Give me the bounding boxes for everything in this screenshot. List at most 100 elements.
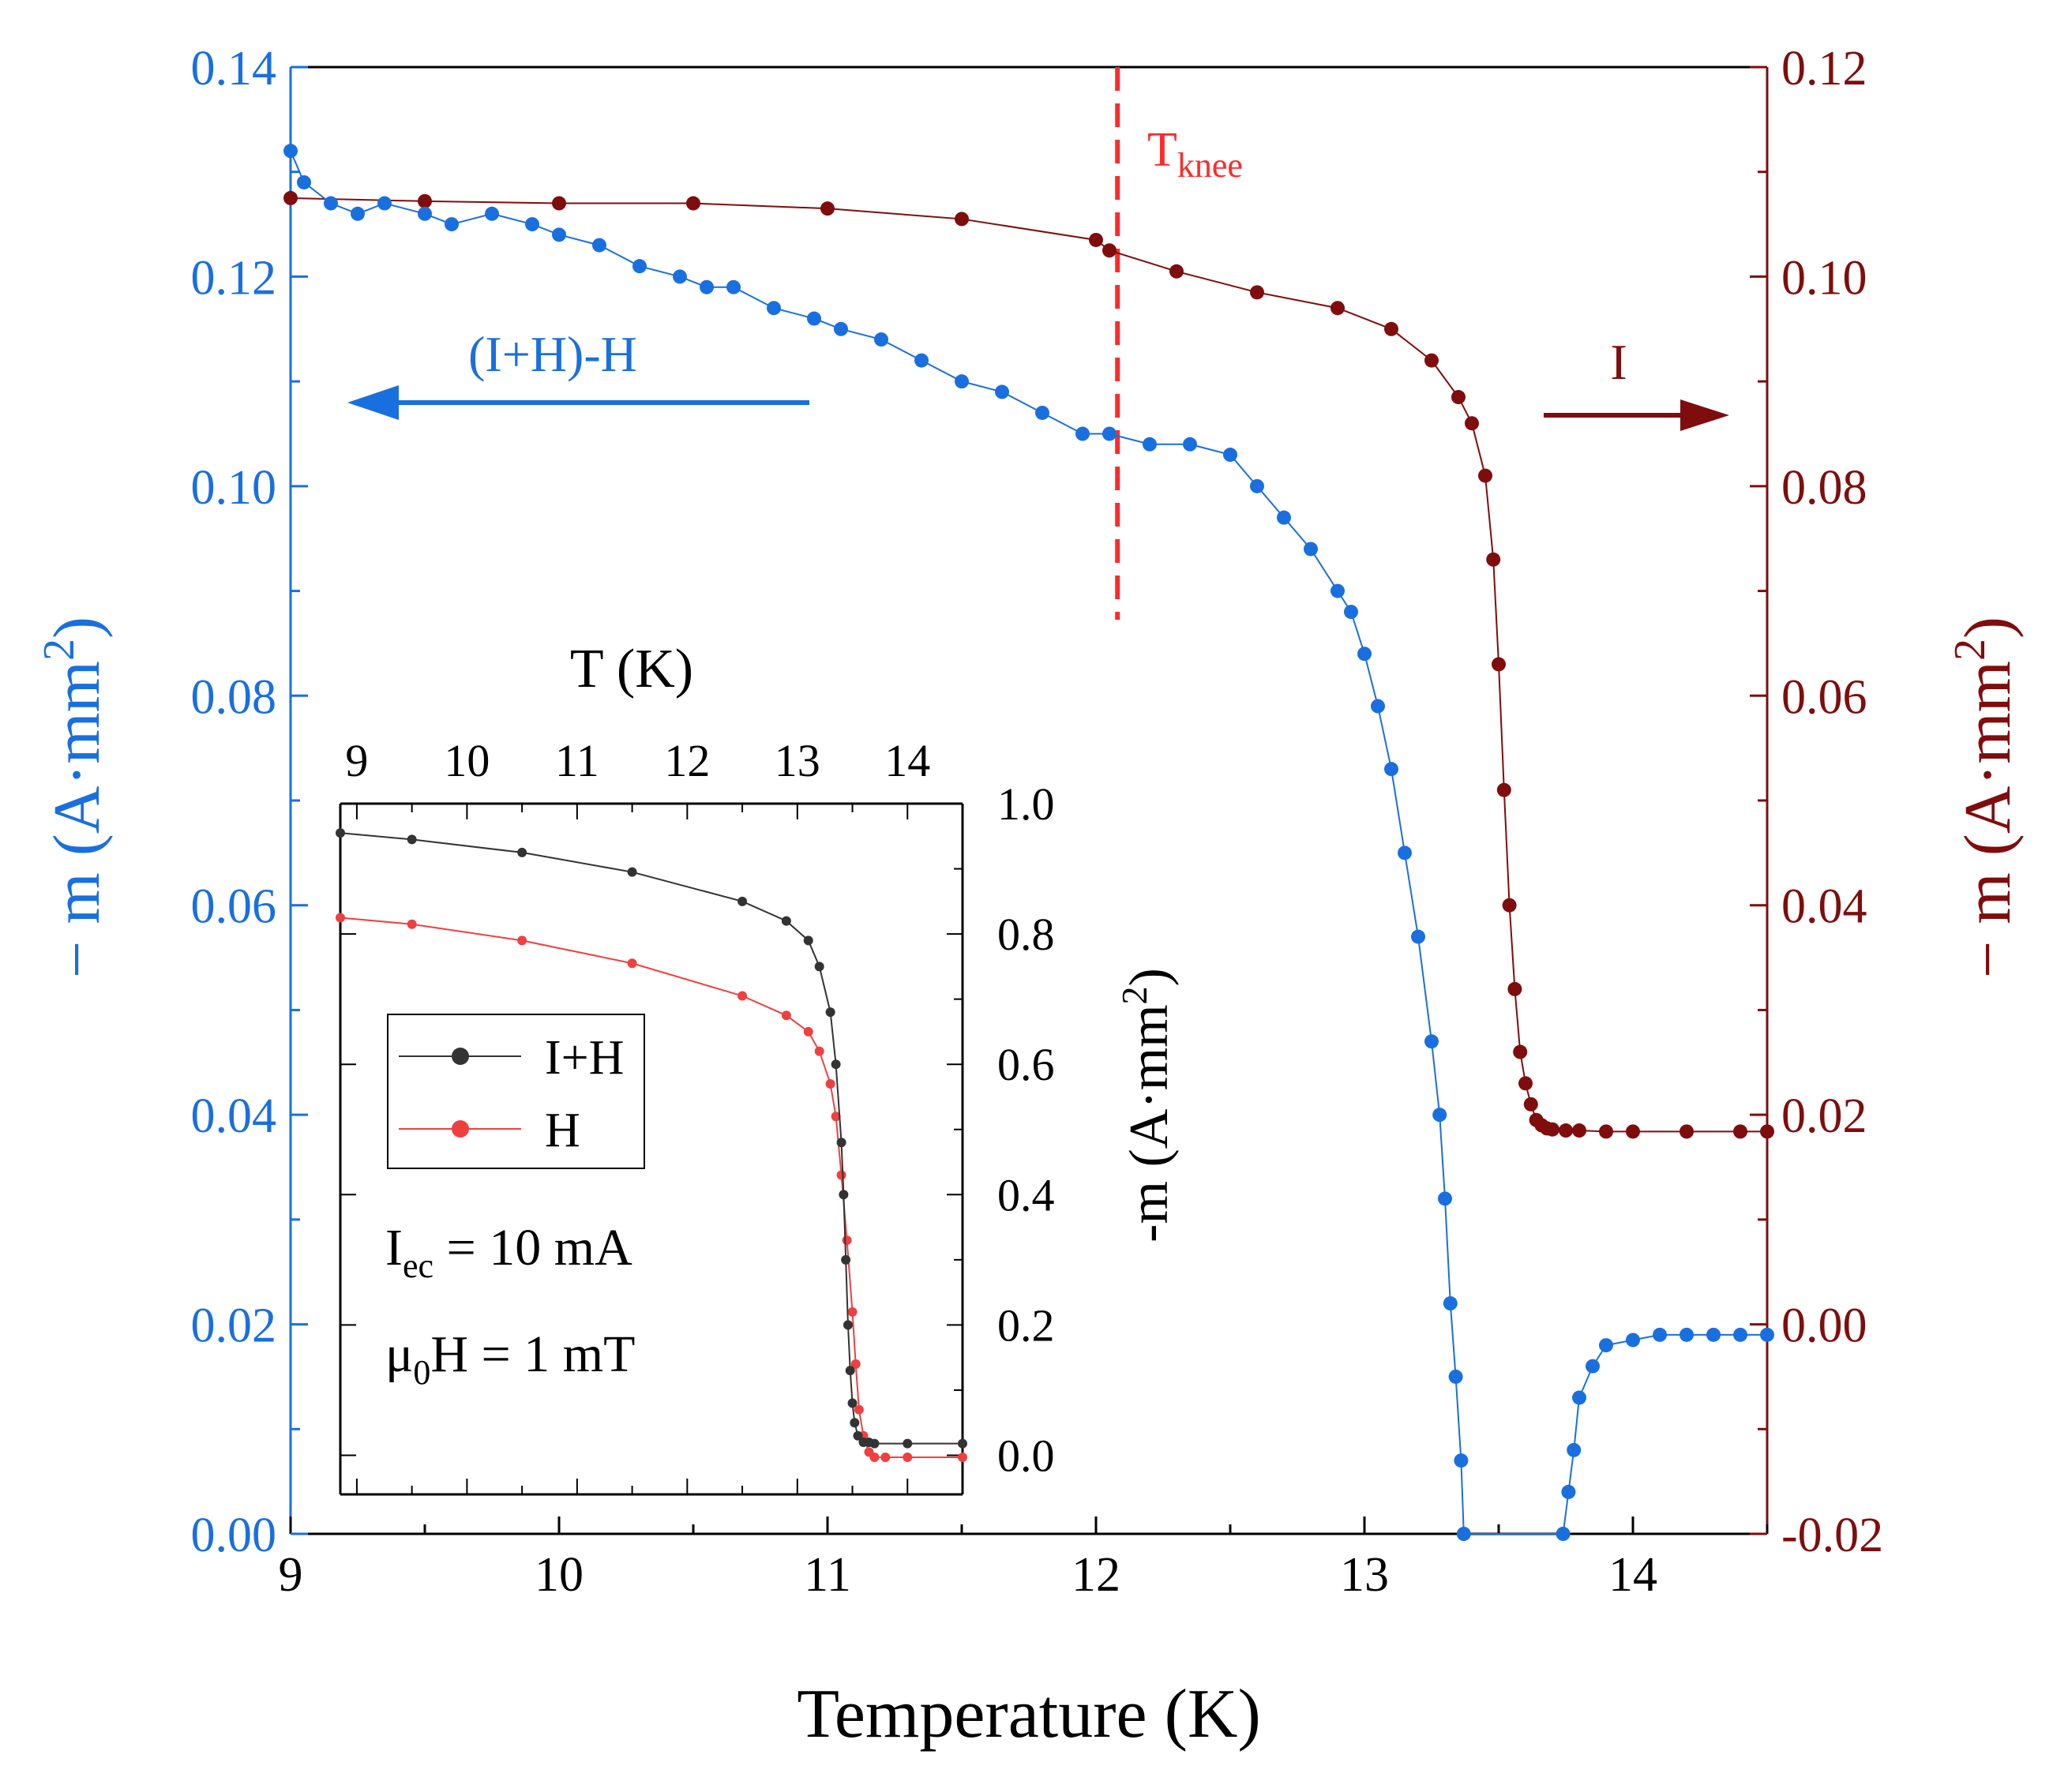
- inset-data-point: [407, 834, 417, 845]
- inset-data-point: [825, 1007, 835, 1018]
- data-point: [1250, 478, 1264, 493]
- data-point: [1680, 1327, 1694, 1342]
- tknee-label: Tknee: [1147, 123, 1243, 185]
- inset-current-annotation: Iec = 10 mA: [385, 1219, 632, 1285]
- left-y-tick-label: 0.08: [191, 670, 277, 724]
- main-x-tick-label: 14: [1608, 1548, 1657, 1602]
- data-point: [1331, 301, 1345, 316]
- data-point: [1277, 510, 1291, 525]
- inset-data-point: [737, 896, 748, 906]
- data-point: [726, 279, 741, 294]
- inset-y-axis-title: -m (A·mm2): [1114, 968, 1180, 1243]
- data-point: [1075, 426, 1090, 441]
- inset-data-point: [814, 1046, 824, 1056]
- data-point: [834, 321, 848, 336]
- inset-data-point: [517, 847, 527, 857]
- series-I: [283, 190, 1774, 1139]
- data-point: [1411, 929, 1425, 944]
- data-point: [1626, 1124, 1640, 1139]
- main-x-ticks: 9 10 11 12 13 14: [279, 1516, 1769, 1602]
- data-point: [1680, 1124, 1694, 1139]
- right-y-tick-label: 0.02: [1781, 1089, 1867, 1143]
- inset-x-tick-label: 10: [444, 735, 490, 786]
- data-point: [1448, 1369, 1463, 1384]
- data-point: [1556, 1527, 1571, 1541]
- inset-data-point: [845, 1366, 855, 1376]
- inset-y-tick-label: 0.0: [997, 1430, 1055, 1481]
- data-point: [1567, 1442, 1582, 1457]
- main-x-axis-title: Temperature (K): [797, 1676, 1261, 1753]
- inset-data-point: [814, 962, 824, 972]
- data-point: [592, 238, 606, 253]
- inset-data-point: [880, 1452, 891, 1462]
- data-point: [283, 144, 298, 159]
- inset-data-point: [407, 919, 417, 929]
- data-point: [1223, 448, 1237, 463]
- data-point: [686, 196, 700, 211]
- right-arrow: [1544, 399, 1729, 431]
- data-point: [1331, 583, 1345, 598]
- series-I-plus-H-minus-H: [283, 144, 1774, 1541]
- data-point: [1102, 243, 1117, 258]
- data-point: [955, 374, 969, 389]
- inset-data-point: [850, 1359, 861, 1369]
- data-point: [1760, 1124, 1774, 1139]
- left-arrow-label: (I+H)-H: [468, 326, 637, 382]
- data-point: [1760, 1327, 1774, 1342]
- inset-y-tick-label: 0.6: [997, 1039, 1055, 1090]
- data-point: [995, 384, 1009, 399]
- data-point: [767, 301, 781, 316]
- data-point: [1626, 1333, 1640, 1348]
- inset-x-tick-label: 9: [345, 735, 368, 786]
- data-point: [1089, 232, 1103, 247]
- data-point: [377, 196, 392, 211]
- inset-data-point: [847, 1307, 858, 1317]
- data-point: [1371, 699, 1385, 714]
- inset-y-tick-label: 0.4: [997, 1169, 1055, 1220]
- left-arrow-head: [347, 385, 399, 420]
- data-point: [1357, 647, 1372, 662]
- data-point: [1398, 845, 1412, 860]
- inset-data-point: [627, 958, 637, 969]
- legend-I-plus-H-label: I+H: [545, 1031, 624, 1085]
- inset-data-point: [903, 1452, 913, 1462]
- legend-I-plus-H-marker: [452, 1048, 469, 1065]
- data-point: [955, 212, 969, 227]
- data-point: [1599, 1338, 1613, 1353]
- right-y-ticks: -0.02 0.00 0.02 0.04 0.06 0.08 0.10 0.12: [1750, 42, 1883, 1562]
- data-point: [1143, 437, 1157, 452]
- right-y-tick-label: 0.06: [1781, 670, 1867, 724]
- inset-y-ticks: 0.0 0.2 0.4 0.6 0.8 1.0: [340, 778, 1055, 1481]
- left-y-tick-label: 0.04: [191, 1089, 277, 1143]
- data-point: [673, 269, 687, 284]
- data-point: [1733, 1124, 1747, 1139]
- left-y-ticks: 0.00 0.02 0.04 0.06 0.08 0.10 0.12 0.14: [191, 42, 308, 1562]
- data-point: [552, 196, 566, 211]
- right-arrow-head: [1680, 399, 1729, 431]
- main-x-tick-label: 12: [1072, 1548, 1120, 1602]
- inset-y-tick-label: 1.0: [997, 778, 1055, 830]
- inset-data-point: [839, 1190, 849, 1200]
- inset-data-point: [869, 1438, 880, 1449]
- left-y-tick-label: 0.06: [191, 880, 277, 934]
- main-x-tick-label: 10: [535, 1548, 584, 1602]
- inset-data-point: [836, 1170, 846, 1180]
- inset-x-tick-label: 14: [884, 735, 930, 786]
- data-point: [485, 206, 499, 221]
- inset-series-I-plus-H: [336, 828, 967, 1449]
- inset-data-point: [958, 1438, 967, 1449]
- inset-data-point: [737, 991, 748, 1001]
- data-point: [914, 353, 929, 368]
- inset-data-point: [825, 1078, 835, 1089]
- data-point: [1502, 898, 1517, 913]
- inset-data-point: [831, 1059, 841, 1070]
- inset-data-point: [803, 1026, 813, 1037]
- data-point: [632, 259, 647, 274]
- data-point: [1384, 762, 1398, 777]
- data-point: [1523, 1097, 1538, 1112]
- inset-data-point: [853, 1430, 863, 1441]
- data-point: [807, 311, 821, 326]
- data-point: [418, 193, 432, 208]
